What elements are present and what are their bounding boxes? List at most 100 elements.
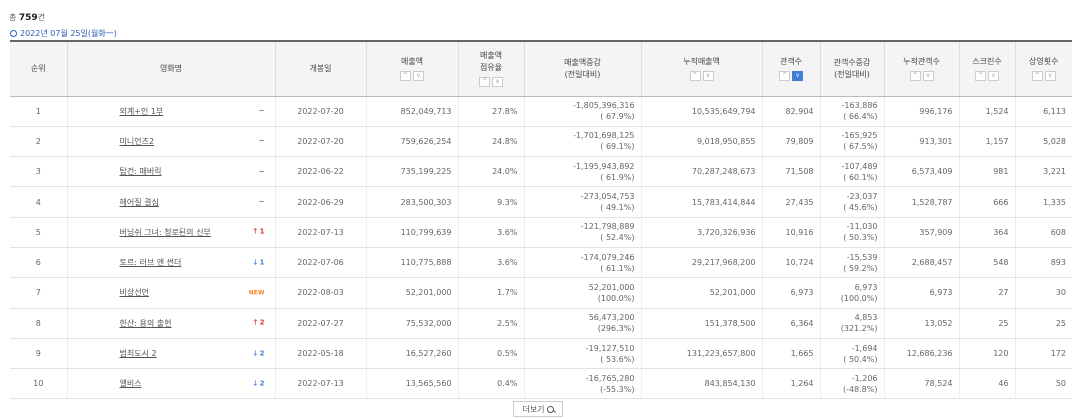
sort-desc-icon[interactable]: v <box>922 71 934 82</box>
aud-change-cell: -1,694( 50.4%) <box>819 338 884 370</box>
rank-cell: 6 <box>10 247 67 279</box>
header-movie: 영화명 <box>66 40 275 97</box>
table-row: 2 미니언즈2 −2022-07-20 759,626,254 24.8% -1,701,… <box>10 126 1072 158</box>
sales-cell: 13,565,560 <box>365 368 458 400</box>
search-icon <box>546 405 554 413</box>
rank-cell: 8 <box>10 308 67 339</box>
sort-asc-icon[interactable]: ^ <box>975 71 986 82</box>
table-row: 7 비상선언 NEW 2022-08-03 52,201,000 1.7% 52,201,0… <box>10 277 1072 309</box>
showings-cell: 1,335 <box>1014 186 1072 218</box>
sales-cell: 16,527,260 <box>365 338 458 370</box>
arrow-up-icon: 🡑 <box>253 227 258 236</box>
cum-audience-cell: 2,688,457 <box>883 247 959 279</box>
release-cell: 2022-07-13 <box>274 217 366 248</box>
screens-cell: 46 <box>958 368 1015 400</box>
movie-link[interactable]: 토르: 러브 앤 썬더 <box>119 258 182 268</box>
share-cell: 0.5% <box>457 338 524 370</box>
arrow-down-icon: 🡓 <box>253 379 258 388</box>
table-body: 1 외계+인 1부 −2022-07-20 852,049,713 27.8% -1,80… <box>10 96 1072 400</box>
cum-audience-cell: 6,973 <box>883 277 959 309</box>
share-cell: 0.4% <box>457 368 524 400</box>
screens-cell: 364 <box>958 217 1015 248</box>
screens-cell: 981 <box>958 156 1015 188</box>
rank-cell: 10 <box>10 368 67 400</box>
rank-cell: 7 <box>10 277 67 309</box>
sort-desc-icon[interactable]: v <box>702 71 714 82</box>
showings-cell: 608 <box>1014 217 1072 248</box>
sales-change-cell: -273,054,753( 49.1%) <box>523 186 641 218</box>
header-share: 매출액 점유율 ^ v <box>457 40 524 97</box>
audience-cell: 27,435 <box>761 186 820 218</box>
sort-desc-icon[interactable]: v <box>413 71 424 82</box>
screens-cell: 666 <box>958 186 1015 218</box>
sort-asc-icon[interactable]: ^ <box>779 71 790 82</box>
audience-cell: 6,973 <box>761 277 820 309</box>
header-audience: 관객수 ^ v <box>761 40 820 97</box>
sort-asc-icon[interactable]: ^ <box>400 71 411 82</box>
movie-cell: 버닝쉬 그녀: 청로된의 신부 🡑 1 <box>66 217 275 248</box>
movie-cell: 엘비스 🡓 2 <box>66 368 275 400</box>
cum-audience-cell: 13,052 <box>883 308 959 339</box>
arrow-up-icon: 🡑 <box>253 318 258 327</box>
audience-cell: 10,724 <box>761 247 820 279</box>
movie-cell: 비상선언 NEW <box>66 277 275 309</box>
movie-link[interactable]: 엘비스 <box>119 379 142 389</box>
cum-sales-cell: 9,018,950,855 <box>640 126 762 158</box>
cum-sales-cell: 52,201,000 <box>640 277 762 309</box>
cum-audience-cell: 6,573,409 <box>883 156 959 188</box>
movie-link[interactable]: 외계+인 1부 <box>119 106 164 116</box>
movie-link[interactable]: 미니언즈2 <box>119 136 155 146</box>
sort-desc-icon[interactable]: v <box>792 71 803 82</box>
arrow-down-icon: 🡓 <box>253 258 258 267</box>
rank-cell: 3 <box>10 156 67 188</box>
rank-change: 🡓 2 <box>253 379 265 388</box>
header-rank: 순위 <box>10 40 67 97</box>
cum-sales-cell: 10,535,649,794 <box>640 96 762 127</box>
movie-cell: 탑건: 매버릭 − <box>66 156 275 188</box>
movie-link[interactable]: 탑건: 매버릭 <box>119 167 162 177</box>
sort-asc-icon[interactable]: ^ <box>689 71 701 82</box>
cum-audience-cell: 996,176 <box>883 96 959 127</box>
screens-cell: 548 <box>958 247 1015 279</box>
audience-cell: 1,665 <box>761 338 820 370</box>
header-screens: 스크린수 ^ v <box>958 40 1015 97</box>
header-sales-change: 매출액증감 (전일대비) <box>523 40 641 97</box>
table-row: 6 토르: 러브 앤 썬더 🡓 1 2022-07-06 110,775,888 3.6%… <box>10 247 1072 279</box>
header-sales: 매출액 ^ v <box>365 40 458 97</box>
share-cell: 24.8% <box>457 126 524 158</box>
sort-asc-icon[interactable]: ^ <box>909 71 921 82</box>
aud-change-cell: -163,886( 66.4%) <box>819 96 884 127</box>
rank-change: − <box>258 197 265 206</box>
cum-audience-cell: 357,909 <box>883 217 959 248</box>
movie-link[interactable]: 헤어질 결심 <box>119 197 159 207</box>
sort-desc-icon[interactable]: v <box>988 71 999 82</box>
table-row: 9 범죄도시 2 🡓 2 2022-05-18 16,527,260 0.5% -19,12… <box>10 338 1072 370</box>
sales-cell: 110,799,639 <box>365 217 458 248</box>
movie-cell: 토르: 러브 앤 썬더 🡓 1 <box>66 247 275 279</box>
movie-link[interactable]: 범죄도시 2 <box>119 349 157 359</box>
screens-cell: 120 <box>958 338 1015 370</box>
sort-desc-icon[interactable]: v <box>1044 71 1056 82</box>
movie-link[interactable]: 한산: 용의 출현 <box>119 318 172 328</box>
cum-audience-cell: 78,524 <box>883 368 959 400</box>
cum-sales-cell: 131,223,657,800 <box>640 338 762 370</box>
movie-link[interactable]: 버닝쉬 그녀: 청로된의 신부 <box>119 227 211 237</box>
table-row: 5 버닝쉬 그녀: 청로된의 신부 🡑 1 2022-07-13 110,799,639… <box>10 217 1072 248</box>
sales-cell: 735,199,225 <box>365 156 458 188</box>
movie-link[interactable]: 비상선언 <box>119 288 149 298</box>
share-cell: 24.0% <box>457 156 524 188</box>
header-aud-change: 관객수증감 (전일대비) <box>819 40 884 97</box>
share-cell: 2.5% <box>457 308 524 339</box>
showings-cell: 5,028 <box>1014 126 1072 158</box>
showings-cell: 893 <box>1014 247 1072 279</box>
sort-asc-icon[interactable]: ^ <box>1031 71 1043 82</box>
sales-change-cell: -1,805,396,316( 67.9%) <box>523 96 641 127</box>
sort-desc-icon[interactable]: v <box>492 77 503 88</box>
header-showings: 상영횟수 ^ v <box>1014 40 1072 97</box>
release-cell: 2022-05-18 <box>274 338 366 370</box>
header-cum-audience: 누적관객수 ^ v <box>883 40 959 97</box>
rank-change: 🡓 1 <box>253 258 265 267</box>
more-button[interactable]: 더보기 <box>513 401 563 417</box>
sort-asc-icon[interactable]: ^ <box>479 77 490 88</box>
